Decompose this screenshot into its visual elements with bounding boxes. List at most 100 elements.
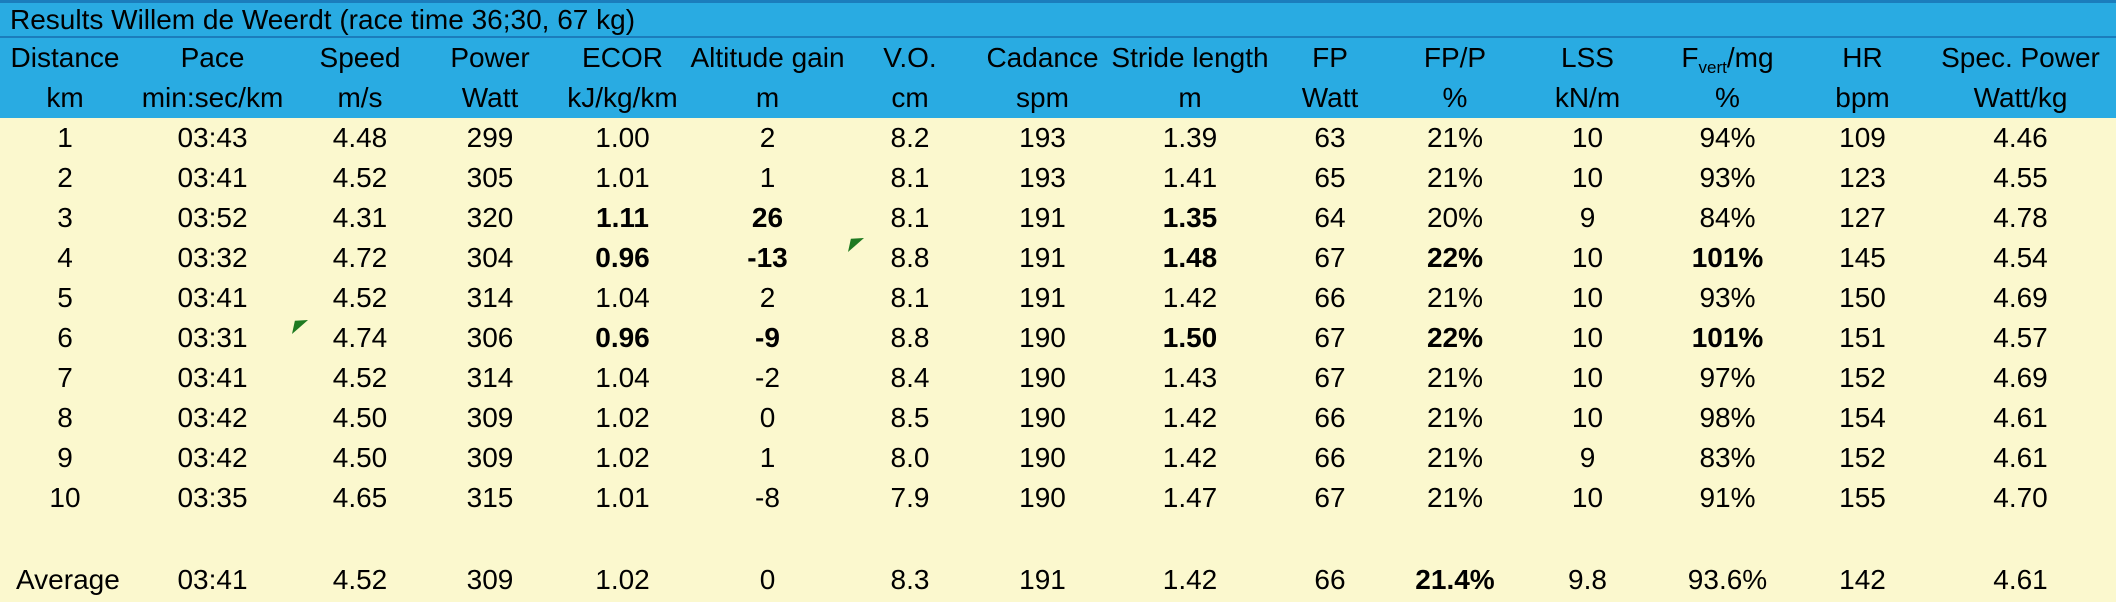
table-cell[interactable]: 4.54: [1925, 238, 2116, 278]
table-cell[interactable]: 21%: [1390, 358, 1520, 398]
table-cell[interactable]: 1.43: [1110, 358, 1270, 398]
table-cell[interactable]: 4.57: [1925, 318, 2116, 358]
table-cell[interactable]: 109: [1800, 118, 1925, 158]
average-cell[interactable]: 03:41: [130, 558, 295, 602]
table-cell[interactable]: 4.50: [295, 438, 425, 478]
table-cell[interactable]: 4.78: [1925, 198, 2116, 238]
column-unit[interactable]: m: [690, 78, 845, 118]
average-cell[interactable]: 8.3: [845, 558, 975, 602]
distance-cell[interactable]: 6: [0, 318, 130, 358]
table-cell[interactable]: -13: [690, 238, 845, 278]
table-cell[interactable]: 4.48: [295, 118, 425, 158]
table-cell[interactable]: 1.02: [555, 438, 690, 478]
table-cell[interactable]: 152: [1800, 358, 1925, 398]
table-cell[interactable]: 1.48: [1110, 238, 1270, 278]
table-cell[interactable]: 10: [1520, 118, 1655, 158]
table-cell[interactable]: -2: [690, 358, 845, 398]
empty-cell[interactable]: [130, 518, 295, 558]
table-cell[interactable]: 1.50: [1110, 318, 1270, 358]
table-cell[interactable]: 190: [975, 438, 1110, 478]
column-unit[interactable]: cm: [845, 78, 975, 118]
table-cell[interactable]: 193: [975, 118, 1110, 158]
table-cell[interactable]: 22%: [1390, 318, 1520, 358]
column-header[interactable]: HR: [1800, 38, 1925, 78]
table-cell[interactable]: 4.69: [1925, 358, 2116, 398]
distance-cell[interactable]: 9: [0, 438, 130, 478]
table-cell[interactable]: 306: [425, 318, 555, 358]
table-cell[interactable]: 1.47: [1110, 478, 1270, 518]
table-cell[interactable]: 10: [1520, 398, 1655, 438]
average-cell[interactable]: 0: [690, 558, 845, 602]
average-cell[interactable]: 21.4%: [1390, 558, 1520, 602]
table-cell[interactable]: 8.4: [845, 358, 975, 398]
table-cell[interactable]: 8.1: [845, 158, 975, 198]
table-cell[interactable]: 150: [1800, 278, 1925, 318]
table-cell[interactable]: 8.8: [845, 238, 975, 278]
table-cell[interactable]: -8: [690, 478, 845, 518]
average-cell[interactable]: 9.8: [1520, 558, 1655, 602]
empty-cell[interactable]: [1655, 518, 1800, 558]
table-cell[interactable]: 123: [1800, 158, 1925, 198]
table-cell[interactable]: 1.41: [1110, 158, 1270, 198]
table-cell[interactable]: 4.61: [1925, 438, 2116, 478]
table-cell[interactable]: 4.72: [295, 238, 425, 278]
table-cell[interactable]: 8.1: [845, 198, 975, 238]
average-cell[interactable]: 309: [425, 558, 555, 602]
average-label[interactable]: Average: [0, 558, 130, 602]
table-cell[interactable]: 1.39: [1110, 118, 1270, 158]
table-cell[interactable]: 8.0: [845, 438, 975, 478]
table-cell[interactable]: 1.04: [555, 278, 690, 318]
empty-cell[interactable]: [690, 518, 845, 558]
table-cell[interactable]: 4.61: [1925, 398, 2116, 438]
table-cell[interactable]: 151: [1800, 318, 1925, 358]
average-cell[interactable]: 1.42: [1110, 558, 1270, 602]
table-cell[interactable]: 0.96: [555, 238, 690, 278]
table-cell[interactable]: 63: [1270, 118, 1390, 158]
table-cell[interactable]: 7.9: [845, 478, 975, 518]
table-cell[interactable]: 21%: [1390, 478, 1520, 518]
column-unit[interactable]: Watt: [1270, 78, 1390, 118]
table-cell[interactable]: 1: [690, 158, 845, 198]
table-cell[interactable]: 1.01: [555, 478, 690, 518]
table-cell[interactable]: 21%: [1390, 398, 1520, 438]
empty-cell[interactable]: [1800, 518, 1925, 558]
table-cell[interactable]: 91%: [1655, 478, 1800, 518]
empty-cell[interactable]: [1110, 518, 1270, 558]
column-header[interactable]: Spec. Power: [1925, 38, 2116, 78]
column-header[interactable]: Cadance: [975, 38, 1110, 78]
table-cell[interactable]: 1.00: [555, 118, 690, 158]
column-header[interactable]: FP: [1270, 38, 1390, 78]
table-cell[interactable]: 03:42: [130, 438, 295, 478]
table-cell[interactable]: 10: [1520, 158, 1655, 198]
empty-cell[interactable]: [1390, 518, 1520, 558]
table-cell[interactable]: 10: [1520, 238, 1655, 278]
table-cell[interactable]: 145: [1800, 238, 1925, 278]
table-cell[interactable]: 152: [1800, 438, 1925, 478]
empty-cell[interactable]: [1270, 518, 1390, 558]
table-cell[interactable]: 26: [690, 198, 845, 238]
column-unit[interactable]: kN/m: [1520, 78, 1655, 118]
column-header[interactable]: Altitude gain: [690, 38, 845, 78]
table-cell[interactable]: 4.52: [295, 158, 425, 198]
distance-cell[interactable]: 5: [0, 278, 130, 318]
table-cell[interactable]: 4.52: [295, 278, 425, 318]
empty-cell[interactable]: [425, 518, 555, 558]
table-cell[interactable]: -9: [690, 318, 845, 358]
average-cell[interactable]: 142: [1800, 558, 1925, 602]
table-cell[interactable]: 314: [425, 358, 555, 398]
table-cell[interactable]: 190: [975, 398, 1110, 438]
table-cell[interactable]: 191: [975, 238, 1110, 278]
table-cell[interactable]: 191: [975, 198, 1110, 238]
table-cell[interactable]: 03:41: [130, 158, 295, 198]
table-cell[interactable]: 93%: [1655, 278, 1800, 318]
column-unit[interactable]: %: [1655, 78, 1800, 118]
column-unit[interactable]: min:sec/km: [130, 78, 295, 118]
table-cell[interactable]: 66: [1270, 438, 1390, 478]
empty-cell[interactable]: [975, 518, 1110, 558]
empty-cell[interactable]: [295, 518, 425, 558]
table-cell[interactable]: 10: [1520, 278, 1655, 318]
column-unit[interactable]: km: [0, 78, 130, 118]
table-cell[interactable]: 66: [1270, 398, 1390, 438]
average-cell[interactable]: 1.02: [555, 558, 690, 602]
table-cell[interactable]: 4.50: [295, 398, 425, 438]
